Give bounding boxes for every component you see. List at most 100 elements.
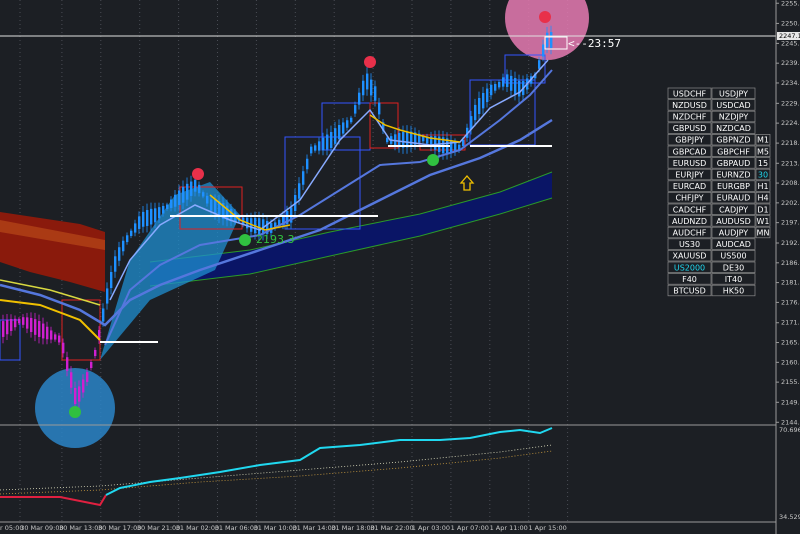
symbol-button-label[interactable]: CADJPY: [719, 205, 748, 214]
symbol-button[interactable]: [667, 284, 712, 297]
symbol-button-label[interactable]: XAUUSD: [673, 252, 707, 261]
symbol-button-label[interactable]: GBPJPY: [675, 136, 704, 145]
symbol-button[interactable]: [667, 99, 712, 111]
candle-body: [470, 116, 473, 130]
symbol-button[interactable]: [711, 110, 756, 123]
symbol-button-label[interactable]: AUDNZD: [672, 217, 707, 226]
symbol-button[interactable]: [667, 250, 712, 262]
symbol-button-label[interactable]: H1: [757, 182, 768, 191]
symbol-button[interactable]: [711, 134, 756, 146]
symbol-button[interactable]: [711, 99, 756, 111]
symbol-button-label[interactable]: H4: [757, 194, 768, 203]
symbol-button-label[interactable]: W1: [757, 217, 770, 226]
symbol-button[interactable]: [667, 180, 712, 192]
symbol-button[interactable]: [755, 203, 771, 215]
symbol-button-label[interactable]: USDCAD: [716, 101, 750, 110]
symbol-button[interactable]: [667, 168, 712, 181]
symbol-button[interactable]: [667, 273, 712, 285]
symbol-button[interactable]: [667, 157, 712, 169]
symbol-button-label[interactable]: IT40: [725, 275, 742, 284]
symbol-button-label[interactable]: US500: [720, 252, 746, 261]
symbol-button-label[interactable]: CADCHF: [673, 205, 707, 214]
symbol-button-label[interactable]: NZDCHF: [673, 113, 707, 122]
symbol-button[interactable]: [667, 238, 712, 250]
symbol-button-label[interactable]: GBPNZD: [716, 136, 750, 145]
symbol-button[interactable]: [711, 192, 756, 204]
symbol-button-label[interactable]: EURCAD: [673, 182, 706, 191]
symbol-button[interactable]: [667, 261, 712, 273]
symbol-button[interactable]: [755, 180, 771, 192]
symbol-button-label[interactable]: EURUSD: [673, 159, 707, 168]
symbol-button[interactable]: [711, 87, 756, 99]
symbol-button[interactable]: [755, 134, 771, 146]
candle-body: [298, 183, 301, 199]
symbol-button-label[interactable]: US2000: [674, 263, 705, 272]
candle-body: [398, 132, 401, 148]
symbol-button-label[interactable]: 15: [758, 159, 768, 168]
symbol-button[interactable]: [711, 226, 756, 239]
symbol-button[interactable]: [667, 215, 712, 227]
symbol-button[interactable]: [755, 226, 771, 239]
ma-line: [109, 59, 549, 301]
symbol-button[interactable]: [667, 87, 712, 99]
symbol-button[interactable]: [711, 273, 756, 285]
symbol-button-label[interactable]: M5: [757, 147, 769, 156]
symbol-button[interactable]: [755, 192, 771, 204]
symbol-button-label[interactable]: EURAUD: [717, 194, 751, 203]
symbol-button-label[interactable]: AUDCAD: [716, 240, 751, 249]
candle-body: [342, 122, 345, 134]
symbol-button[interactable]: [667, 192, 712, 204]
symbol-button-label[interactable]: M1: [757, 136, 769, 145]
symbol-button-label[interactable]: US30: [679, 240, 700, 249]
symbol-button[interactable]: [667, 110, 712, 123]
symbol-button-label[interactable]: HK50: [723, 287, 744, 296]
symbol-button-label[interactable]: GBPCAD: [673, 147, 707, 156]
symbol-button[interactable]: [711, 168, 756, 181]
symbol-button[interactable]: [755, 168, 771, 181]
symbol-button-label[interactable]: NZDUSD: [672, 101, 707, 110]
symbol-button-label[interactable]: AUDUSD: [716, 217, 751, 226]
symbol-button-label[interactable]: GBPCHF: [717, 147, 750, 156]
symbol-button[interactable]: [711, 203, 756, 215]
symbol-button-label[interactable]: GBPUSD: [673, 124, 707, 133]
symbol-button[interactable]: [667, 122, 712, 134]
symbol-button[interactable]: [711, 122, 756, 134]
symbol-button[interactable]: [711, 261, 756, 273]
symbol-button[interactable]: [755, 145, 771, 157]
symbol-button-label[interactable]: MN: [757, 229, 770, 238]
symbol-button-label[interactable]: NZDJPY: [719, 113, 749, 122]
symbol-button-label[interactable]: D1: [757, 205, 768, 214]
symbol-button[interactable]: [755, 157, 771, 169]
symbol-button[interactable]: [667, 203, 712, 215]
symbol-button[interactable]: [711, 157, 756, 169]
symbol-button-label[interactable]: 30: [758, 171, 768, 180]
symbol-button[interactable]: [711, 180, 756, 192]
symbol-button-label[interactable]: DE30: [723, 263, 744, 272]
symbol-button-label[interactable]: GBPAUD: [717, 159, 751, 168]
time-label: 30 Mar 09:00: [20, 524, 63, 532]
symbol-button[interactable]: [755, 215, 771, 227]
symbol-button-label[interactable]: F40: [682, 275, 697, 284]
symbol-button[interactable]: [667, 145, 712, 157]
symbol-button-label[interactable]: AUDCHF: [673, 229, 707, 238]
symbol-button-label[interactable]: USDJPY: [719, 89, 748, 98]
symbol-button[interactable]: [667, 226, 712, 239]
symbol-button[interactable]: [711, 238, 756, 250]
symbol-button[interactable]: [711, 215, 756, 227]
symbol-button[interactable]: [711, 250, 756, 262]
symbol-button[interactable]: [667, 134, 712, 146]
symbol-button-label[interactable]: NZDCAD: [716, 124, 751, 133]
symbol-button-label[interactable]: USDCHF: [673, 89, 707, 98]
candle-body: [110, 272, 113, 288]
symbol-button-label[interactable]: CHFJPY: [675, 194, 703, 203]
symbol-button-label[interactable]: EURJPY: [675, 171, 703, 180]
symbol-button-label[interactable]: EURNZD: [716, 171, 750, 180]
candle-body: [126, 235, 129, 243]
symbol-button[interactable]: [711, 145, 756, 157]
candle-body: [406, 131, 409, 148]
candle-body: [306, 158, 309, 170]
symbol-button-label[interactable]: BTCUSD: [673, 287, 706, 296]
symbol-button[interactable]: [711, 284, 756, 297]
symbol-button-label[interactable]: AUDJPY: [719, 229, 748, 238]
symbol-button-label[interactable]: EURGBP: [717, 182, 750, 191]
